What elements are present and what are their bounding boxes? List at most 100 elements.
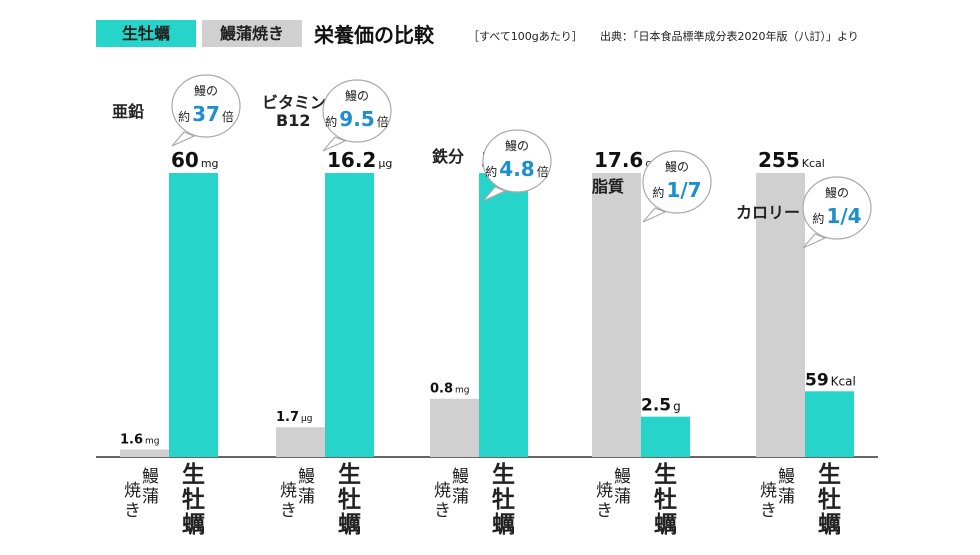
ratio-bubble-0: 鰻の約 37 倍	[171, 74, 241, 147]
ratio-prefix: 鰻の	[505, 139, 529, 153]
ratio-value: 37	[192, 102, 220, 126]
bubble-body	[322, 79, 392, 143]
bubble-tail	[171, 131, 196, 147]
axis-label-eel-char: き	[434, 501, 451, 521]
bar-eel-2	[430, 398, 479, 457]
value-number: 2.5	[641, 396, 671, 416]
bubble-body	[802, 176, 872, 240]
axis-label-eel-char: き	[280, 501, 297, 521]
ratio-pre: 約	[325, 114, 337, 129]
axis-label-eel-char: 蒲	[614, 487, 631, 507]
nutrient-label-3: 脂質	[592, 177, 624, 196]
bubble-tail	[322, 136, 347, 152]
value-number: 1.7	[276, 410, 299, 425]
value-unit: Kcal	[802, 157, 825, 170]
chart-title: 栄養価の比較	[314, 23, 434, 47]
axis-label-oyster-char: 蠣	[654, 512, 677, 538]
axis-label-eel-char: 焼	[434, 481, 451, 501]
legend-oyster: 生牡蠣	[96, 20, 196, 47]
bar-oyster-4	[805, 391, 854, 457]
ratio-line: 約 1/4	[812, 204, 861, 228]
bubble-tail	[642, 207, 667, 223]
axis-label-eel-char: 焼	[596, 481, 613, 501]
value-label-eel-1: 1.7 μg	[276, 410, 312, 425]
bubble-body	[482, 129, 552, 193]
chart-header: 生牡蠣 鰻蒲焼き 栄養価の比較 ［すべて100gあたり］ 出典：「日本食品標準成…	[0, 0, 980, 60]
ratio-value: 4.8	[499, 157, 534, 181]
ratio-prefix: 鰻の	[825, 186, 849, 200]
nutrient-label-0: 亜鉛	[112, 102, 144, 121]
axis-label-oyster-char: 生	[338, 462, 361, 488]
ratio-suffix: 倍	[222, 109, 234, 124]
axis-label-eel-char: き	[596, 501, 613, 521]
ratio-prefix: 鰻の	[665, 160, 689, 174]
axis-label-eel-char: き	[760, 501, 777, 521]
axis-label-oyster-char: 蠣	[182, 512, 205, 538]
value-unit: mg	[145, 436, 159, 446]
bar-eel-3	[592, 173, 641, 457]
axis-label-eel-char: 鰻	[142, 467, 159, 487]
ratio-line: 約 1/7	[652, 178, 701, 202]
bubble-tail	[482, 186, 507, 202]
axis-label-eel-char: 蒲	[778, 487, 795, 507]
value-label-eel-2: 0.8 mg	[430, 382, 470, 397]
value-label-eel-0: 1.6 mg	[120, 432, 160, 447]
axis-label-oyster-char: 蠣	[492, 512, 515, 538]
axis-label-eel-char: 蒲	[452, 487, 469, 507]
value-number: 59	[805, 370, 829, 390]
ratio-bubble-1: 鰻の約 9.5 倍	[322, 79, 392, 152]
axis-label-oyster-char: 牡	[818, 487, 841, 513]
bar-oyster-0	[169, 173, 218, 457]
ratio-pre: 約	[812, 211, 824, 226]
value-label-oyster-4: 59 Kcal	[805, 370, 856, 390]
ratio-pre: 約	[485, 164, 497, 179]
ratio-value: 9.5	[339, 107, 374, 131]
nutrient-label-1: ビタミン	[262, 93, 326, 112]
axis-label-eel-char: 鰻	[778, 467, 795, 487]
value-label-oyster-1: 16.2 μg	[327, 148, 392, 172]
bar-eel-1	[276, 427, 325, 457]
ratio-bubble-4: 鰻の約 1/4	[802, 176, 872, 249]
bar-eel-0	[120, 449, 169, 457]
ratio-value: 1/7	[666, 178, 701, 202]
value-unit: μg	[378, 157, 392, 170]
value-label-oyster-3: 2.5 g	[641, 396, 681, 416]
legend-eel: 鰻蒲焼き	[202, 20, 302, 47]
value-number: 0.8	[430, 382, 453, 397]
axis-label-oyster-char: 牡	[338, 487, 361, 513]
axis-label-eel-char: き	[124, 501, 141, 521]
axis-label-oyster-char: 蠣	[338, 512, 361, 538]
nutrient-label-4: カロリー	[736, 203, 800, 222]
ratio-prefix: 鰻の	[194, 84, 218, 98]
axis-label-oyster-char: 蠣	[818, 512, 841, 538]
bubble-body	[642, 150, 712, 214]
bar-oyster-2	[479, 173, 528, 457]
value-unit: g	[673, 400, 681, 414]
axis-label-oyster-char: 牡	[492, 487, 515, 513]
ratio-bubble-3: 鰻の約 1/7	[642, 150, 712, 223]
ratio-bubble-2: 鰻の約 4.8 倍	[482, 129, 552, 202]
value-number: 16.2	[327, 148, 376, 172]
ratio-pre: 約	[178, 109, 190, 124]
value-label-oyster-0: 60 mg	[171, 148, 219, 172]
value-number: 17.6	[594, 148, 643, 172]
chart-note: ［すべて100gあたり］	[468, 30, 583, 43]
axis-label-oyster-char: 生	[818, 462, 841, 488]
ratio-line: 約 37 倍	[178, 102, 234, 126]
value-unit: Kcal	[831, 374, 856, 388]
nutrient-label-2: 鉄分	[432, 147, 464, 166]
value-label-eel-3: 17.6 g	[594, 148, 652, 172]
axis-label-oyster-char: 生	[654, 462, 677, 488]
axis-label-eel-char: 焼	[760, 481, 777, 501]
bar-oyster-1	[325, 173, 374, 457]
value-label-eel-4: 255 Kcal	[758, 148, 825, 172]
axis-label-eel-char: 蒲	[142, 487, 159, 507]
bar-oyster-3	[641, 416, 690, 457]
ratio-pre: 約	[652, 185, 664, 200]
axis-label-oyster-char: 生	[492, 462, 515, 488]
ratio-value: 1/4	[826, 204, 861, 228]
nutrient-label-1: B12	[276, 111, 310, 130]
bar-eel-4	[756, 173, 805, 457]
axis-label-oyster-char: 牡	[182, 487, 205, 513]
